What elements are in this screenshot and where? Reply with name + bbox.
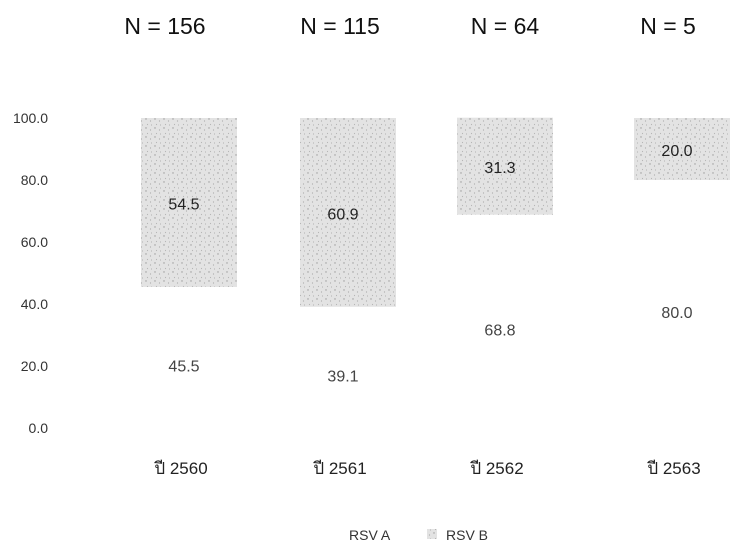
x-category-label: ปี 2562: [469, 459, 523, 478]
bar-segment-rsv-a: [141, 286, 237, 428]
sample-size-label: N = 156: [124, 13, 205, 39]
bar-segment-rsv-a: [300, 306, 396, 428]
sample-size-label: N = 115: [300, 13, 380, 39]
legend-swatch-rsv-b: [427, 529, 437, 539]
y-tick-label: 80.0: [21, 172, 48, 188]
y-tick-label: 100.0: [13, 110, 48, 126]
data-label-rsv-b: 54.5: [168, 196, 199, 213]
legend-swatch-rsv-a: [335, 529, 345, 539]
sample-size-label: N = 5: [640, 13, 696, 39]
legend-label-rsv-a: RSV A: [349, 527, 391, 543]
legend-label-rsv-b: RSV B: [446, 527, 488, 543]
bar-segment-rsv-b: [141, 118, 237, 287]
x-axis: ปี 2560 ปี 2561 ปี 2562 ปี 2563: [153, 459, 700, 478]
data-label-rsv-b: 60.9: [327, 206, 358, 223]
data-label-rsv-a: 80.0: [661, 305, 692, 322]
data-label-rsv-b: 31.3: [484, 160, 515, 177]
y-tick-label: 0.0: [29, 420, 49, 436]
data-label-rsv-a: 45.5: [168, 358, 199, 375]
x-category-label: ปี 2561: [312, 459, 366, 478]
bar-segment-rsv-b: [457, 117, 553, 215]
y-tick-label: 20.0: [21, 358, 48, 374]
bar-segment-rsv-a: [457, 214, 553, 428]
data-label-rsv-b: 20.0: [661, 143, 692, 160]
y-axis: 0.0 20.0 40.0 60.0 80.0 100.0: [13, 110, 48, 436]
y-tick-label: 60.0: [21, 234, 48, 250]
data-label-rsv-a: 68.8: [484, 322, 515, 339]
sample-size-label: N = 64: [471, 13, 540, 39]
bar-segment-rsv-b: [300, 118, 396, 307]
sample-size-labels: N = 156 N = 115 N = 64 N = 5: [124, 13, 695, 39]
x-category-label: ปี 2563: [646, 459, 700, 478]
data-label-rsv-a: 39.1: [327, 368, 358, 385]
x-category-label: ปี 2560: [153, 459, 207, 478]
y-tick-label: 40.0: [21, 296, 48, 312]
bars: [141, 117, 730, 428]
bar-segment-rsv-a: [634, 180, 730, 428]
legend: RSV A RSV B: [335, 527, 488, 543]
data-labels: 45.5 54.5 39.1 60.9 68.8 31.3 80.0 20.0: [168, 143, 692, 385]
bar-segment-rsv-b: [634, 118, 730, 180]
